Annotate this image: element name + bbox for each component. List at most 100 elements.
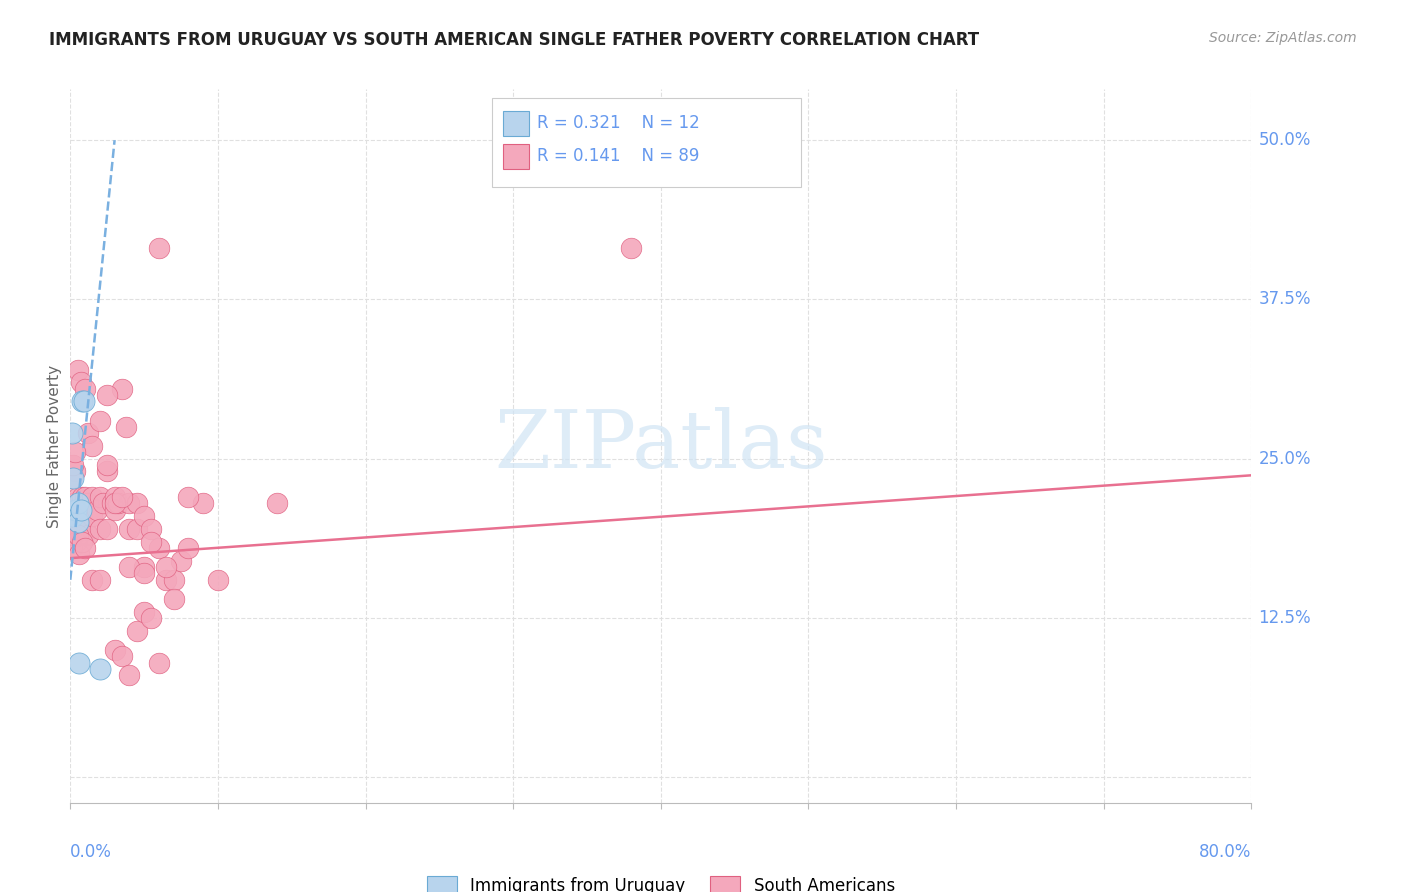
Point (132, 509, 156, 524)
Point (86, 502, 108, 516)
Point (63, 496, 86, 510)
Point (62, 502, 84, 516)
Point (115, 420, 138, 434)
Point (104, 496, 127, 510)
Point (69, 502, 91, 516)
Point (118, 496, 141, 510)
Point (141, 534, 163, 549)
Text: 25.0%: 25.0% (1258, 450, 1310, 467)
Point (67, 656, 90, 670)
Point (65, 534, 87, 549)
Point (207, 573, 229, 587)
Text: 12.5%: 12.5% (1258, 609, 1310, 627)
Point (77, 528, 100, 542)
Point (65, 502, 87, 516)
Point (620, 242, 643, 256)
Point (75, 541, 96, 555)
Point (132, 560, 156, 574)
Text: IMMIGRANTS FROM URUGUAY VS SOUTH AMERICAN SINGLE FATHER POVERTY CORRELATION CHAR: IMMIGRANTS FROM URUGUAY VS SOUTH AMERICA… (49, 31, 980, 49)
Point (96, 388, 118, 402)
Point (63, 502, 86, 516)
Text: R = 0.321    N = 12: R = 0.321 N = 12 (537, 114, 700, 132)
Point (63, 445, 86, 459)
Point (62, 509, 84, 524)
Point (77, 426, 100, 441)
Legend: Immigrants from Uruguay, South Americans: Immigrants from Uruguay, South Americans (420, 869, 901, 892)
Point (63, 509, 86, 524)
Point (155, 573, 177, 587)
Point (77, 496, 100, 510)
Point (96, 522, 118, 536)
Point (104, 490, 127, 504)
Point (141, 611, 163, 625)
Point (62, 458, 84, 472)
Point (69, 522, 91, 536)
Point (177, 541, 200, 555)
Point (111, 649, 134, 664)
Point (177, 490, 200, 504)
Point (62, 528, 84, 542)
Point (191, 496, 214, 510)
Point (89, 490, 111, 504)
Point (132, 566, 156, 581)
Point (60, 426, 83, 441)
Point (60, 471, 83, 485)
Point (67, 496, 90, 510)
Point (118, 668, 141, 682)
Text: ZIPatlas: ZIPatlas (494, 407, 828, 485)
Point (66, 490, 89, 504)
Point (82, 490, 104, 504)
Point (69, 376, 91, 390)
Point (132, 605, 156, 619)
Text: R = 0.141    N = 89: R = 0.141 N = 89 (537, 147, 699, 165)
Point (111, 490, 134, 504)
Point (104, 502, 127, 516)
Point (72, 528, 94, 542)
Point (125, 496, 148, 510)
Point (148, 656, 170, 670)
Point (75, 490, 96, 504)
Point (163, 573, 186, 587)
Text: 80.0%: 80.0% (1199, 843, 1251, 861)
Point (141, 522, 163, 536)
Point (104, 643, 127, 657)
Text: 50.0%: 50.0% (1258, 131, 1310, 149)
Y-axis label: Single Father Poverty: Single Father Poverty (46, 365, 62, 527)
Point (82, 573, 104, 587)
Point (155, 560, 177, 574)
Point (111, 382, 134, 396)
Point (148, 541, 170, 555)
Point (67, 522, 90, 536)
Point (75, 382, 96, 396)
Point (107, 496, 129, 510)
Point (62, 471, 84, 485)
Point (63, 465, 86, 479)
Point (72, 394, 94, 409)
Point (170, 554, 193, 568)
Point (66, 496, 89, 510)
Point (82, 439, 104, 453)
Point (70, 509, 93, 524)
Point (60, 541, 83, 555)
Point (89, 662, 111, 676)
Point (70, 490, 93, 504)
Point (66, 516, 89, 530)
Point (91, 496, 114, 510)
Text: Source: ZipAtlas.com: Source: ZipAtlas.com (1209, 31, 1357, 45)
Point (266, 496, 288, 510)
Text: 0.0%: 0.0% (70, 843, 112, 861)
Point (66, 362, 89, 376)
Point (118, 522, 141, 536)
Point (65, 522, 87, 536)
Point (62, 522, 84, 536)
Point (75, 522, 96, 536)
Point (82, 509, 104, 524)
Point (125, 624, 148, 638)
Text: 37.5%: 37.5% (1258, 291, 1310, 309)
Point (89, 522, 111, 536)
Point (65, 502, 87, 516)
Point (163, 591, 186, 606)
Point (67, 547, 90, 561)
Point (89, 573, 111, 587)
Point (72, 496, 94, 510)
